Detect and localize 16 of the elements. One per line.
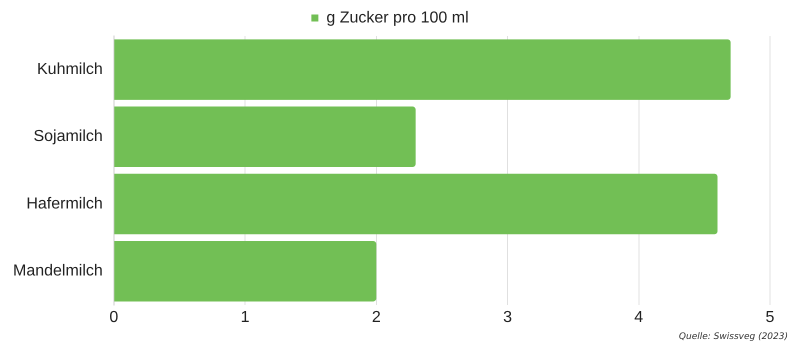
x-tick-label: 2 [372,308,381,326]
bar [114,39,731,100]
bar [114,106,416,168]
x-tick-label: 0 [109,308,118,326]
y-tick-label: Hafermilch [26,195,103,212]
legend-label: g Zucker pro 100 ml [326,9,469,26]
y-tick-label: Kuhmilch [37,61,103,78]
y-tick-label: Mandelmilch [13,262,103,280]
y-tick-label: Sojamilch [33,128,103,146]
source-note: Quelle: Swissveg (2023) [678,332,788,342]
x-tick-label: 3 [503,308,512,326]
x-tick-label: 5 [766,308,775,326]
x-tick-label: 4 [634,308,644,326]
bar [114,174,718,234]
bar [114,240,376,302]
x-tick-label: 1 [240,308,250,326]
